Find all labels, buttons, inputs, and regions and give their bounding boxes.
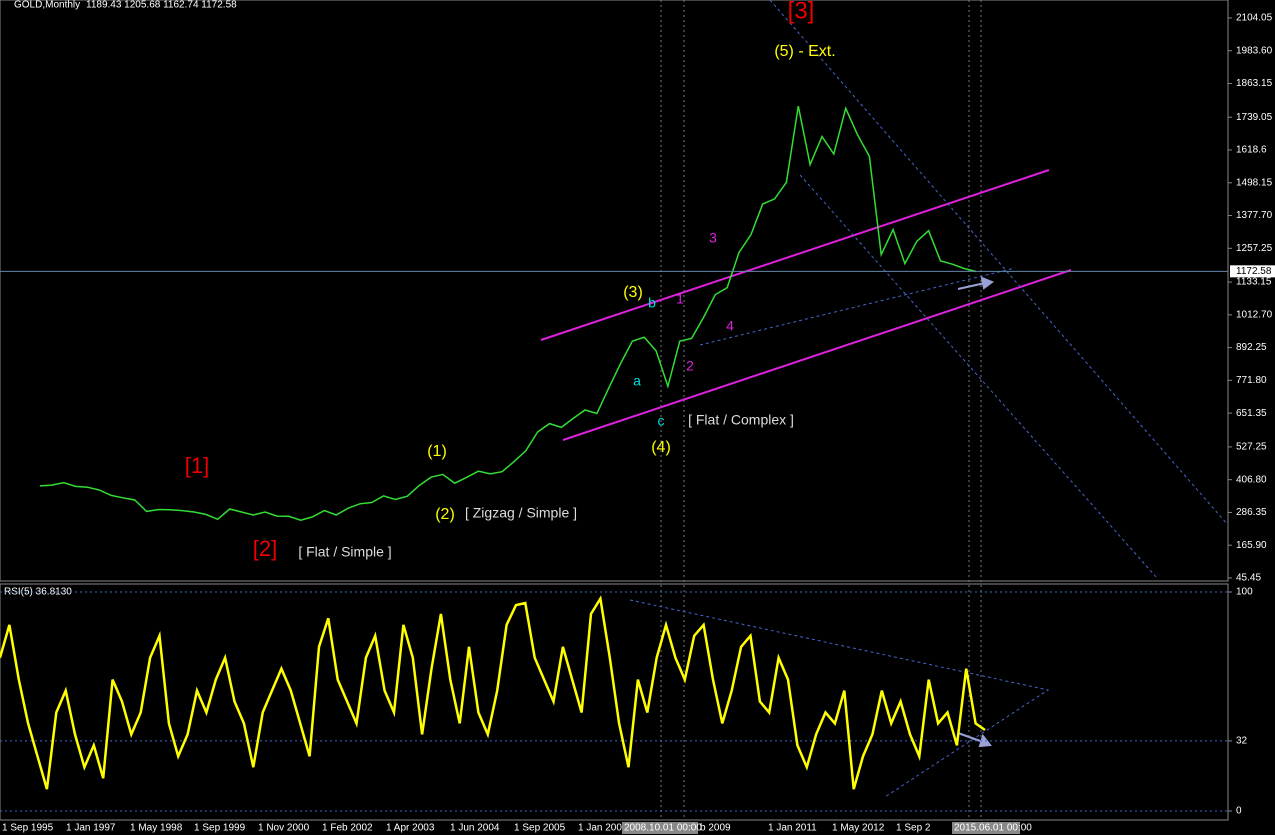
y-tick-label: 1618.6 xyxy=(1236,145,1267,156)
y-tick-label: 406.80 xyxy=(1236,474,1267,485)
x-tick-label: 1 Sep 2005 xyxy=(514,823,566,834)
y-tick-label: 771.80 xyxy=(1236,375,1267,386)
rsi-frame xyxy=(0,583,1229,821)
wave-label: 2 xyxy=(686,358,694,374)
y-tick-label: 527.25 xyxy=(1236,442,1267,453)
y-tick-label: 32 xyxy=(1236,736,1248,747)
wave-label: a xyxy=(633,373,641,389)
y-tick-label: 1739.05 xyxy=(1236,112,1273,123)
wave-label: [ Zigzag / Simple ] xyxy=(465,505,577,521)
last-price-label: 1172.58 xyxy=(1236,266,1272,277)
trend-lines xyxy=(629,0,1229,798)
y-tick-label: 1133.15 xyxy=(1236,277,1272,288)
y-tick-label: 1012.70 xyxy=(1236,309,1273,320)
arrows xyxy=(957,276,995,748)
x-tick-label: 1 Apr 2003 xyxy=(386,823,435,834)
wave-label: c xyxy=(658,413,665,429)
channel xyxy=(540,169,1072,441)
y-tick-label: 1863.15 xyxy=(1236,78,1273,89)
wave-label: [ Flat / Complex ] xyxy=(688,412,794,428)
x-tick-label: 1 Nov 2000 xyxy=(258,823,310,834)
wave-label: [ Flat / Simple ] xyxy=(298,544,391,560)
wave-label: (1) xyxy=(427,443,447,460)
y-tick-label: 286.35 xyxy=(1236,507,1267,518)
wave-label: 4 xyxy=(726,318,734,334)
last-price-box xyxy=(1230,265,1275,278)
ohlc: 1189.43 1205.68 1162.74 1172.58 xyxy=(86,0,237,11)
y-tick-label: 651.35 xyxy=(1236,408,1267,419)
wave-label: [3] xyxy=(788,0,815,24)
x-tick-label: 1 Jan 1997 xyxy=(66,823,116,834)
x-tick-label: 1 Sep 1995 xyxy=(2,823,54,834)
crosshair-box xyxy=(952,822,1020,834)
y-tick-label: 1498.15 xyxy=(1236,177,1273,188)
x-tick-label: b 2009 xyxy=(700,823,731,834)
wave-label: b xyxy=(648,295,656,311)
y-tick-label: 1377.70 xyxy=(1236,210,1273,221)
wave-label: 3 xyxy=(709,230,717,246)
price-frame xyxy=(0,0,1229,582)
vertical-lines xyxy=(660,0,982,820)
y-tick-label: 0 xyxy=(1236,806,1242,817)
y-tick-label: 165.90 xyxy=(1236,540,1267,551)
wave-label: (2) xyxy=(435,506,455,523)
wave-label: (4) xyxy=(651,439,671,456)
wave-label: [1] xyxy=(185,453,209,478)
y-tick-label: 1983.60 xyxy=(1236,45,1273,56)
x-tick-label: 1 Jan 2011 xyxy=(768,823,817,834)
crosshair-box xyxy=(622,822,698,834)
rsi-title: RSI(5) 36.8130 xyxy=(4,587,72,598)
crosshair-label: 2015.06.01 00:00 xyxy=(954,823,1032,834)
series-line xyxy=(39,105,977,521)
x-tick-label: 1 May 1998 xyxy=(130,823,183,834)
x-tick-label: 1 Jun 2004 xyxy=(450,823,500,834)
wave-label: (3) xyxy=(623,284,643,301)
y-tick-label: 1257.25 xyxy=(1236,243,1273,254)
x-tick-label: 1 May 2012 xyxy=(832,823,885,834)
series-line xyxy=(0,595,986,790)
y-tick-label: 892.25 xyxy=(1236,342,1267,353)
x-tick-label: 1 Sep 1999 xyxy=(194,823,246,834)
symbol: GOLD,Monthly xyxy=(14,0,80,11)
y-tick-label: 2104.05 xyxy=(1236,13,1273,24)
x-tick-label: 1 Sep 2 xyxy=(896,823,931,834)
wave-label: 1 xyxy=(676,291,684,307)
crosshair-label: 2008.10.01 00:00 xyxy=(624,823,702,834)
y-tick-label: 100 xyxy=(1236,587,1253,598)
y-tick-label: 45.45 xyxy=(1236,573,1261,584)
wave-label: [2] xyxy=(253,536,277,561)
x-tick-label: 1 Feb 2002 xyxy=(322,823,373,834)
wave-label: (5) - Ext. xyxy=(774,43,835,60)
x-tick-label: 1 Jan 2007 xyxy=(578,823,628,834)
